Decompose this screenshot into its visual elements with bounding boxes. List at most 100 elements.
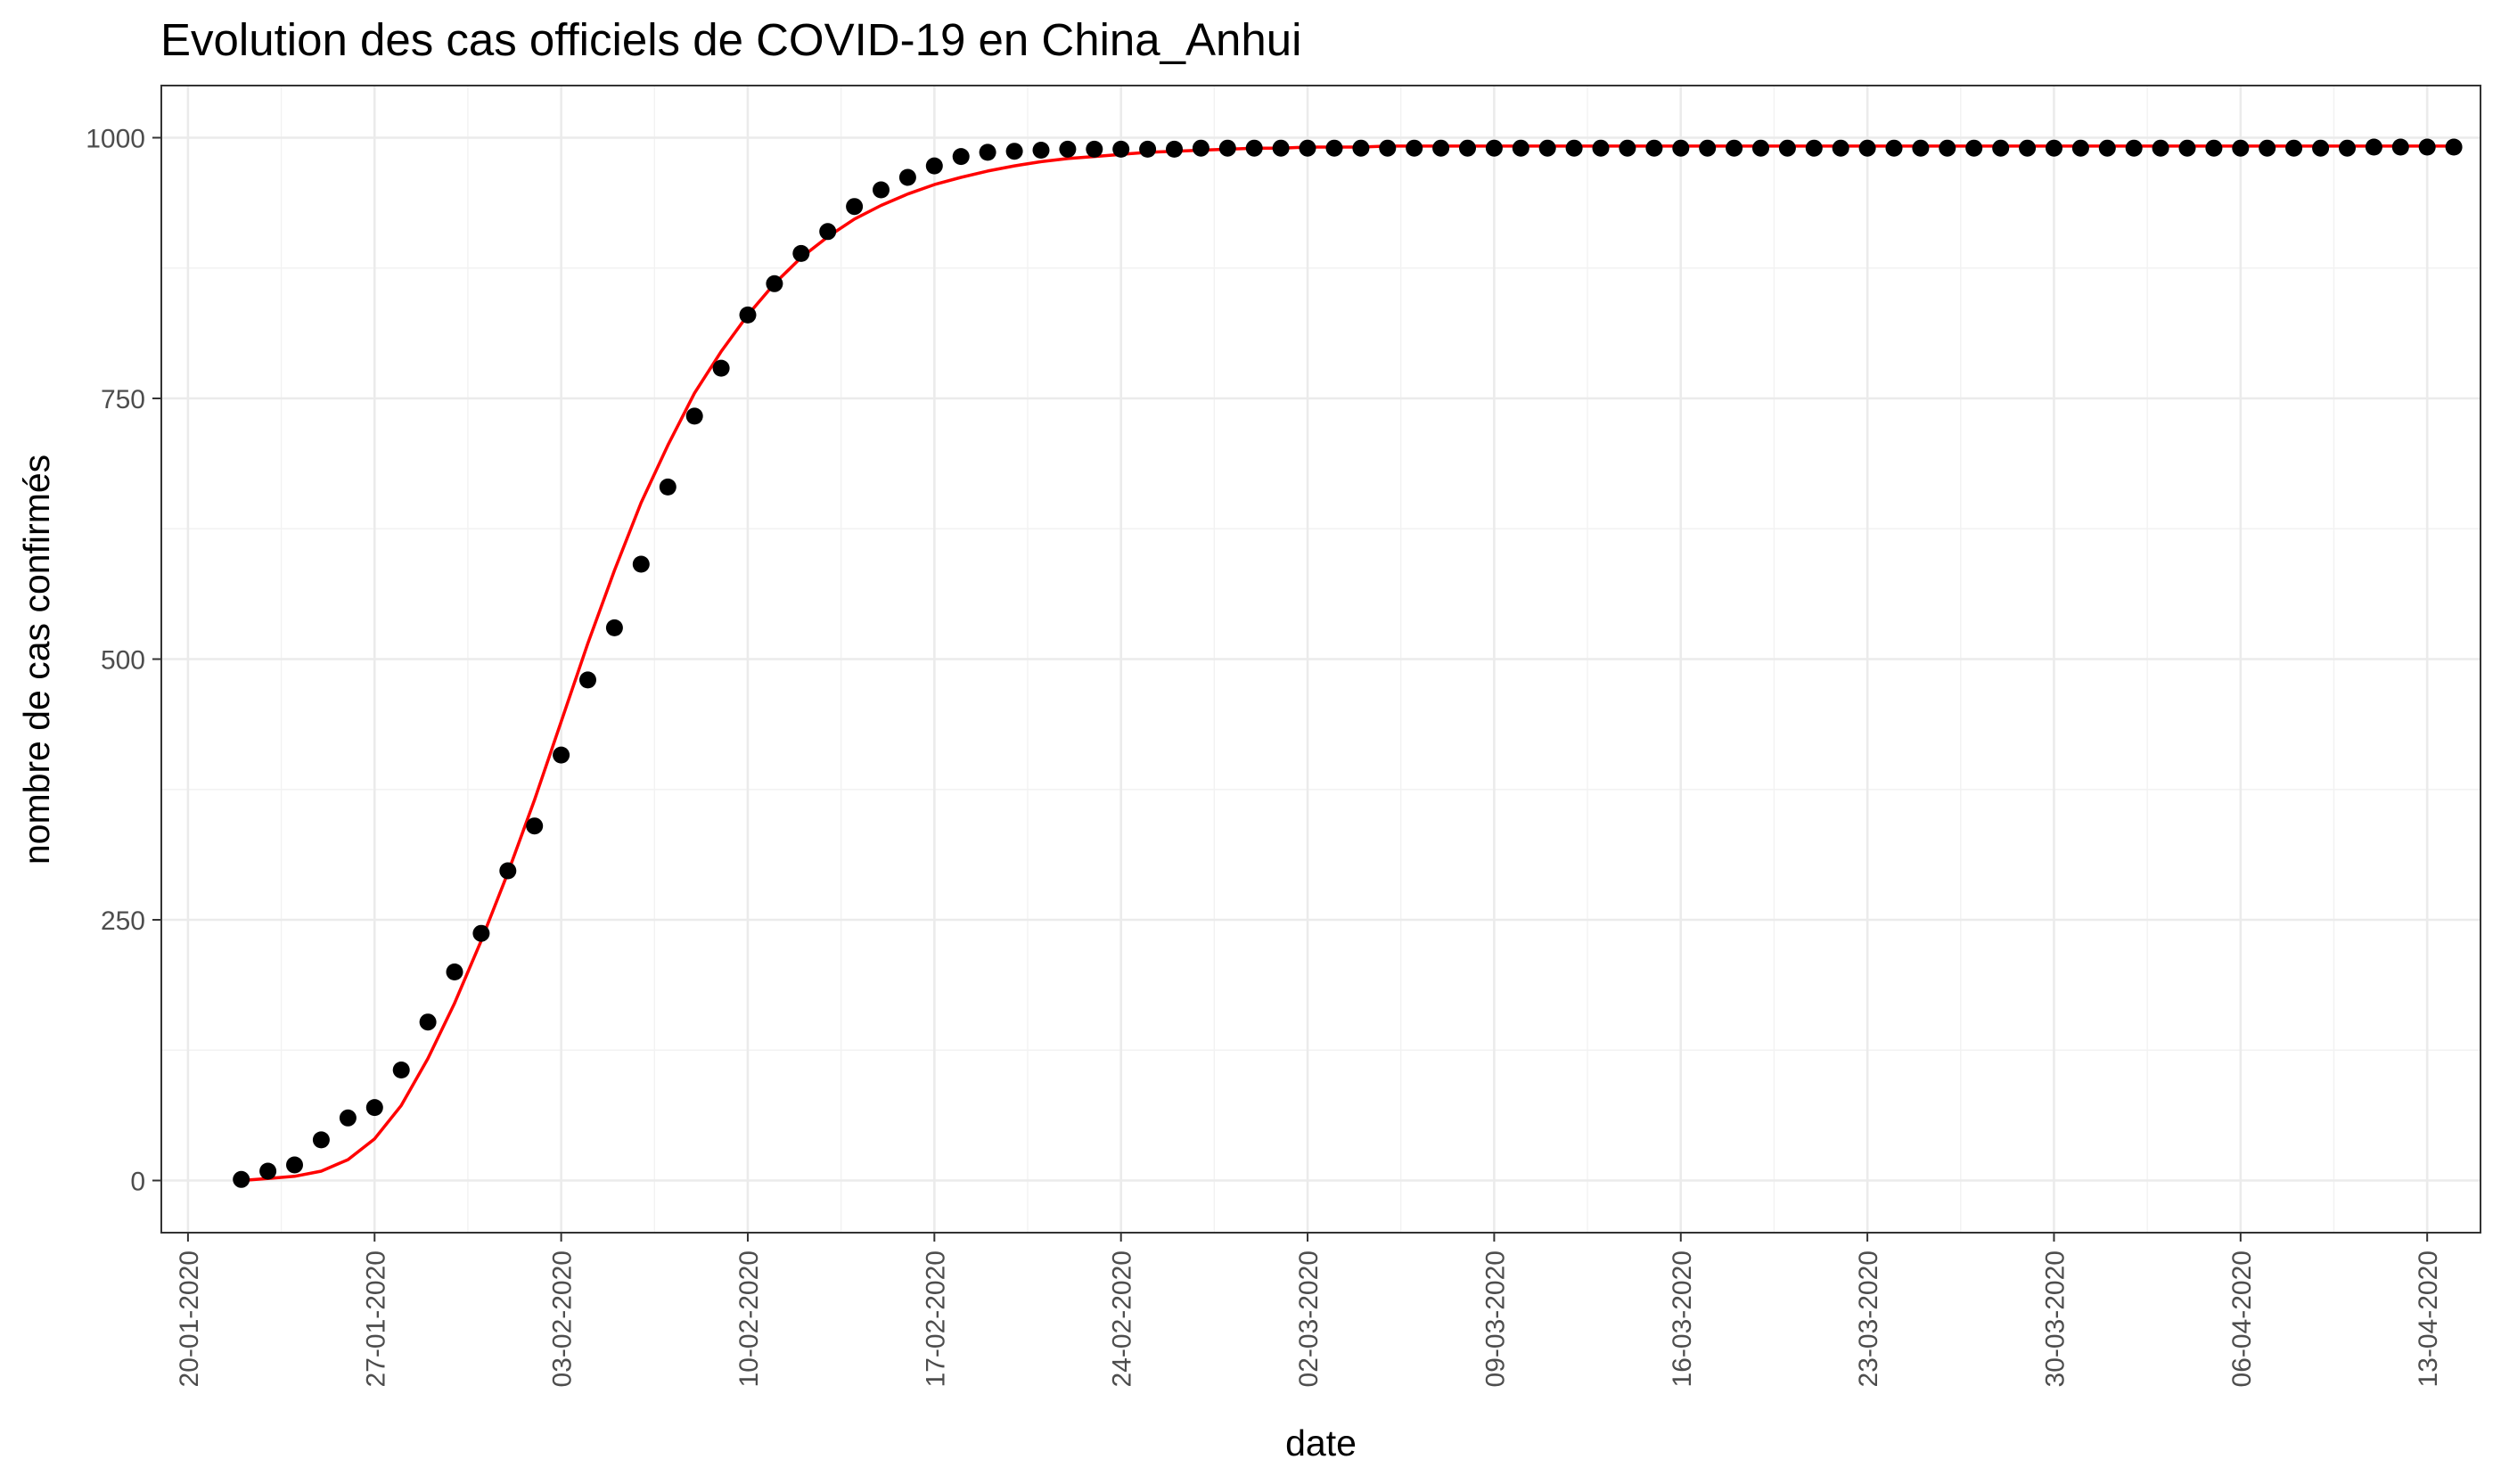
data-point [2339,139,2356,157]
data-point [2205,139,2223,157]
x-tick-label: 03-02-2020 [548,1250,578,1387]
data-point [1885,139,1903,157]
data-point [792,244,810,262]
data-point [1512,139,1529,157]
data-point [1299,139,1316,157]
y-axis-title: nombre de cas confirmés [16,455,57,865]
data-point [605,619,623,636]
data-point [365,1099,383,1117]
y-tick-label: 500 [101,646,145,676]
data-point [1992,139,2010,157]
data-point [1139,140,1157,158]
x-axis: 20-01-2020 27-01-2020 03-02-2020 10-02-2020… [175,1233,2443,1387]
data-point [1832,139,1849,157]
y-tick-label: 750 [101,385,145,414]
data-point [526,817,544,835]
data-point [2232,139,2250,157]
y-tick-label: 1000 [86,125,145,154]
data-point [1086,140,1103,158]
data-point [1752,139,1769,157]
data-point [2312,139,2330,157]
data-point [819,223,837,241]
x-tick-label: 16-03-2020 [1668,1250,1697,1387]
data-point [2098,139,2116,157]
data-point [2259,139,2276,157]
x-tick-label: 24-02-2020 [1108,1250,1137,1387]
data-point [1485,139,1503,157]
y-axis: 0 250 500 750 1000 [86,125,161,1197]
x-tick-label: 10-02-2020 [734,1250,764,1387]
data-point [2418,138,2436,156]
data-point [1645,139,1663,157]
data-point [499,862,517,880]
data-point [1538,139,1556,157]
data-point [1459,139,1476,157]
data-point [925,157,943,175]
data-point [1352,139,1370,157]
x-tick-label: 20-01-2020 [175,1250,204,1387]
x-tick-label: 13-04-2020 [2414,1250,2443,1387]
data-point [1379,139,1397,157]
data-point [1672,139,1690,157]
data-point [1726,139,1743,157]
major-gridlines [161,86,2480,1233]
data-point [392,1062,410,1078]
data-point [1565,139,1583,157]
data-point [2391,138,2409,156]
data-point [2445,138,2463,156]
data-point [2152,139,2169,157]
data-point [1592,139,1610,157]
data-point [1432,139,1450,157]
data-point [1272,139,1290,157]
x-axis-title: date [1285,1423,1357,1464]
data-point [1699,139,1717,157]
data-point [1325,139,1343,157]
data-point [1218,139,1236,157]
data-point [739,306,757,324]
data-point [312,1131,330,1149]
data-point [2071,139,2089,157]
data-point [1032,142,1050,159]
data-point [1059,140,1077,158]
data-point [2046,139,2062,157]
data-point [553,746,570,764]
data-points-layer [233,138,2463,1188]
data-point [1939,139,1956,157]
data-point [1245,139,1263,157]
data-point [1619,139,1636,157]
x-tick-label: 23-03-2020 [1854,1250,1883,1387]
data-point [2178,139,2196,157]
x-tick-label: 27-01-2020 [361,1250,390,1387]
data-point [898,168,916,186]
chart-title: Evolution des cas officiels de COVID-19 … [160,14,1301,65]
x-tick-label: 09-03-2020 [1480,1250,1510,1387]
data-point [446,963,463,980]
x-tick-label: 30-03-2020 [2040,1250,2070,1387]
data-point [1912,139,1930,157]
data-point [712,359,730,377]
data-point [579,671,596,689]
x-tick-label: 17-02-2020 [921,1250,950,1387]
data-point [1778,139,1796,157]
y-tick-label: 0 [130,1168,145,1197]
data-point [1192,139,1210,157]
data-point [2019,139,2037,157]
data-point [1965,139,1983,157]
data-point [685,407,703,425]
data-point [1406,139,1423,157]
data-point [1805,139,1823,157]
data-point [2125,139,2143,157]
data-point [1005,143,1023,160]
data-point [339,1109,357,1127]
data-point [419,1013,437,1031]
x-tick-label: 02-03-2020 [1294,1250,1324,1387]
data-point [632,555,650,573]
data-point [2365,138,2382,156]
data-point [259,1162,277,1180]
data-point [472,924,490,942]
data-point [286,1156,303,1174]
fit-curve [239,144,2456,1183]
data-point [1166,140,1183,158]
data-point [1112,140,1130,158]
